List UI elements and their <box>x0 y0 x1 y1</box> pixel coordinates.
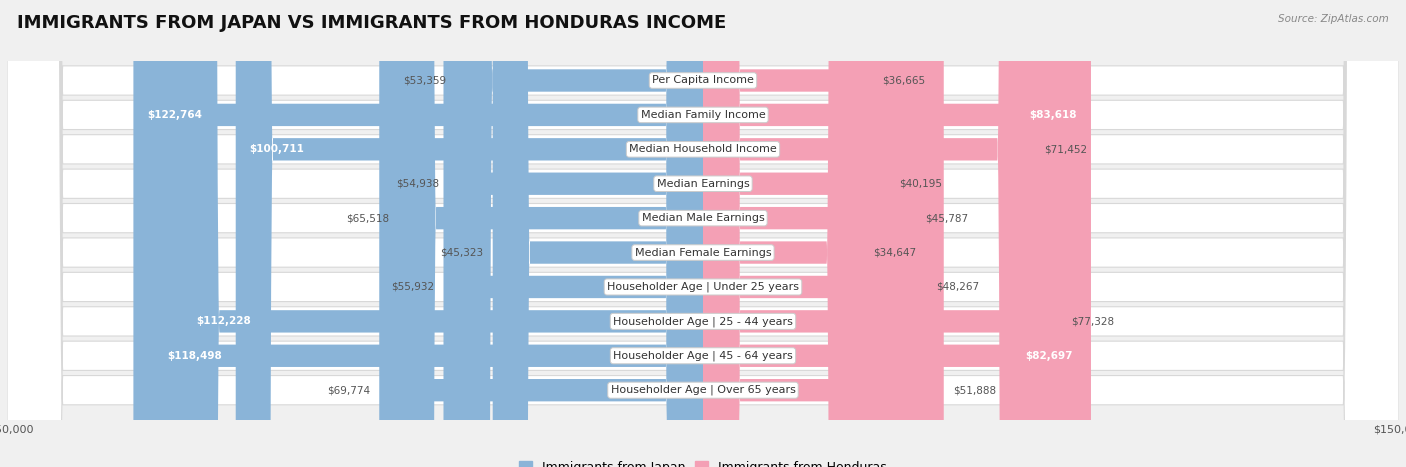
FancyBboxPatch shape <box>492 0 703 467</box>
FancyBboxPatch shape <box>7 0 1399 467</box>
FancyBboxPatch shape <box>703 0 943 467</box>
Text: $36,665: $36,665 <box>883 76 925 85</box>
Text: Median Female Earnings: Median Female Earnings <box>634 248 772 257</box>
FancyBboxPatch shape <box>703 0 873 467</box>
FancyBboxPatch shape <box>703 0 1062 467</box>
Text: $122,764: $122,764 <box>148 110 202 120</box>
FancyBboxPatch shape <box>183 0 703 467</box>
FancyBboxPatch shape <box>703 0 1035 467</box>
FancyBboxPatch shape <box>703 0 1087 467</box>
Text: Per Capita Income: Per Capita Income <box>652 76 754 85</box>
Text: $112,228: $112,228 <box>197 316 250 326</box>
Text: $34,647: $34,647 <box>873 248 917 257</box>
FancyBboxPatch shape <box>443 0 703 467</box>
Text: $69,774: $69,774 <box>326 385 370 395</box>
FancyBboxPatch shape <box>7 0 1399 467</box>
Text: Median Household Income: Median Household Income <box>628 144 778 154</box>
FancyBboxPatch shape <box>7 0 1399 467</box>
FancyBboxPatch shape <box>7 0 1399 467</box>
Text: Householder Age | Under 25 years: Householder Age | Under 25 years <box>607 282 799 292</box>
FancyBboxPatch shape <box>153 0 703 467</box>
Text: $55,932: $55,932 <box>391 282 434 292</box>
FancyBboxPatch shape <box>236 0 703 467</box>
Text: Median Male Earnings: Median Male Earnings <box>641 213 765 223</box>
FancyBboxPatch shape <box>7 0 1399 467</box>
FancyBboxPatch shape <box>399 0 703 467</box>
Text: Median Family Income: Median Family Income <box>641 110 765 120</box>
FancyBboxPatch shape <box>703 0 1091 467</box>
Text: $54,938: $54,938 <box>395 179 439 189</box>
FancyBboxPatch shape <box>7 0 1399 467</box>
Text: $118,498: $118,498 <box>167 351 222 361</box>
FancyBboxPatch shape <box>703 0 863 467</box>
Text: $48,267: $48,267 <box>936 282 980 292</box>
Text: $40,195: $40,195 <box>898 179 942 189</box>
FancyBboxPatch shape <box>703 0 915 467</box>
Text: $71,452: $71,452 <box>1043 144 1087 154</box>
Text: $53,359: $53,359 <box>404 76 446 85</box>
FancyBboxPatch shape <box>456 0 703 467</box>
Text: $77,328: $77,328 <box>1071 316 1114 326</box>
Text: $100,711: $100,711 <box>250 144 305 154</box>
Text: $65,518: $65,518 <box>347 213 389 223</box>
Text: IMMIGRANTS FROM JAPAN VS IMMIGRANTS FROM HONDURAS INCOME: IMMIGRANTS FROM JAPAN VS IMMIGRANTS FROM… <box>17 14 725 32</box>
FancyBboxPatch shape <box>449 0 703 467</box>
FancyBboxPatch shape <box>7 0 1399 467</box>
Text: Householder Age | 45 - 64 years: Householder Age | 45 - 64 years <box>613 351 793 361</box>
Text: Source: ZipAtlas.com: Source: ZipAtlas.com <box>1278 14 1389 24</box>
Text: $83,618: $83,618 <box>1029 110 1077 120</box>
Text: Median Earnings: Median Earnings <box>657 179 749 189</box>
FancyBboxPatch shape <box>703 0 890 467</box>
FancyBboxPatch shape <box>380 0 703 467</box>
Text: Householder Age | 25 - 44 years: Householder Age | 25 - 44 years <box>613 316 793 326</box>
FancyBboxPatch shape <box>703 0 927 467</box>
Text: Householder Age | Over 65 years: Householder Age | Over 65 years <box>610 385 796 396</box>
Text: $45,323: $45,323 <box>440 248 484 257</box>
FancyBboxPatch shape <box>7 0 1399 467</box>
Legend: Immigrants from Japan, Immigrants from Honduras: Immigrants from Japan, Immigrants from H… <box>515 456 891 467</box>
Text: $51,888: $51,888 <box>953 385 997 395</box>
FancyBboxPatch shape <box>134 0 703 467</box>
Text: $45,787: $45,787 <box>925 213 967 223</box>
FancyBboxPatch shape <box>7 0 1399 467</box>
FancyBboxPatch shape <box>7 0 1399 467</box>
Text: $82,697: $82,697 <box>1025 351 1073 361</box>
